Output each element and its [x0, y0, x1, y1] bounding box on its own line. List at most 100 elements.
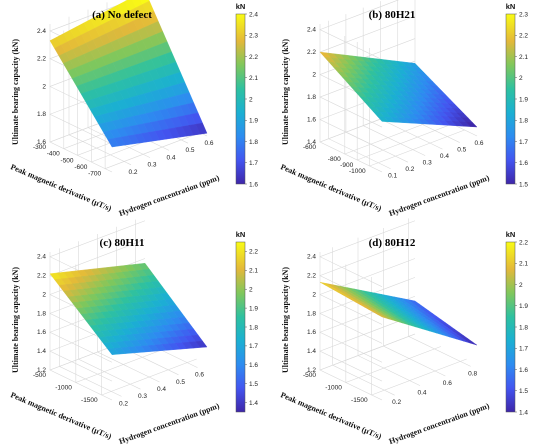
chart-title: (d) 80H12 [369, 237, 416, 249]
x-axis-label: Hydrogen concentration (ppm) [118, 401, 221, 446]
ticks: 0.2 0.3 0.4 0.5 0.6 -500 -1000 -1500 1.2 1.4 1.6 1.… [33, 254, 204, 408]
x-tick-label: 0.4 [417, 390, 426, 397]
x-tick-label: 0.5 [176, 379, 185, 386]
colorbar-tick-label: 1.6 [519, 367, 528, 374]
z-tick-label: 1.2 [37, 367, 46, 374]
colorbar-tick-label: 2.1 [519, 261, 528, 268]
colorbar-tick-label: 2.1 [249, 75, 258, 82]
y-tick-label: -400 [47, 151, 60, 158]
y-tick-label: -1000 [349, 168, 366, 175]
z-tick-label: 1.4 [307, 348, 316, 355]
surface-patch [465, 339, 478, 346]
colorbar-tick-label: 1.7 [249, 343, 258, 350]
colorbar-tick-label: 1.6 [519, 160, 528, 167]
colorbar-tick-label: 1.8 [249, 324, 258, 331]
colorbar-tick-label: 1.5 [249, 381, 258, 388]
colorbar-unit: kN [506, 2, 516, 11]
z-tick-label: 2 [42, 291, 46, 298]
z-axis-label: Ultimate bearing capacity (kN) [11, 267, 20, 373]
colorbar-unit: kN [236, 230, 246, 239]
colorbar-tick-label: 2.3 [519, 11, 528, 18]
chart-title: (a) No defect [92, 9, 152, 21]
x-tick-label: 0.1 [388, 173, 397, 180]
z-tick-label: 1.6 [37, 139, 46, 146]
colorbar-tick-label: 1.7 [519, 346, 528, 353]
y-tick-label: -800 [328, 156, 341, 163]
y-tick-label: -500 [61, 157, 74, 164]
z-tick-label: 1.6 [307, 329, 316, 336]
colorbar-tick-label: 2.2 [249, 249, 258, 256]
x-tick-label: 0.6 [195, 372, 204, 379]
z-tick-label: 1.2 [307, 367, 316, 374]
y-tick-label: -1500 [81, 397, 98, 404]
x-tick-label: 0.6 [204, 140, 213, 147]
y-axis-label: Peak magnetic derivative (μT/s) [279, 162, 383, 213]
colorbar-tick-label: 1.7 [519, 139, 528, 146]
panel-2: 0.1 0.2 0.3 0.4 0.5 0.6 -600 -800-900-1000 1.4 1.… [279, 0, 528, 218]
z-tick-label: 2.4 [307, 254, 316, 261]
colorbar-tick-label: 1.6 [249, 181, 258, 188]
surface [49, 262, 208, 355]
colorbar-tick-label: 1.9 [249, 118, 258, 125]
z-tick-label: 2 [312, 291, 316, 298]
z-tick-label: 1.4 [307, 139, 316, 146]
colorbar-unit: kN [506, 230, 516, 239]
x-tick-label: 0.4 [440, 153, 449, 160]
ticks: 0.2 0.4 0.6 0.8 -500 -1000 -1500 1.2 1.4 1.6 1.8 2 2… [303, 254, 478, 406]
colorbar-tick-label: 2 [519, 282, 523, 289]
x-tick-label: 0.2 [405, 166, 414, 173]
x-tick-label: 0.3 [138, 393, 147, 400]
z-tick-label: 2.4 [307, 27, 316, 34]
z-axis-label: Ultimate bearing capacity (kN) [11, 39, 20, 145]
colorbar-tick-label: 1.5 [519, 181, 528, 188]
colorbar-tick-label: 2.2 [519, 239, 528, 246]
x-tick-label: 0.2 [392, 399, 401, 406]
z-tick-label: 1.6 [37, 329, 46, 336]
y-tick-label: -1000 [55, 385, 72, 392]
surface-patch [195, 122, 208, 135]
z-tick-label: 2.4 [37, 28, 46, 35]
z-tick-label: 2.2 [37, 273, 46, 280]
z-tick-label: 1.6 [307, 117, 316, 124]
colorbar-tick-label: 2.4 [249, 11, 258, 18]
surface-patch [465, 121, 478, 128]
colorbar-tick-label: 1.8 [519, 324, 528, 331]
colorbar: kN 1.4 1.5 1.6 1.7 1.8 1.9 2 2.1 2.2 [236, 230, 258, 413]
x-tick-label: 0.3 [423, 160, 432, 167]
colorbar-tick-label: 1.9 [519, 303, 528, 310]
x-tick-label: 0.6 [443, 380, 452, 387]
y-tick-label: -600 [303, 144, 316, 151]
y-tick-label: -1500 [351, 397, 368, 404]
colorbar-tick-label: 1.8 [249, 139, 258, 146]
z-axis-label: Ultimate bearing capacity (kN) [281, 267, 290, 373]
surface-patch [195, 340, 208, 348]
surface [319, 282, 478, 346]
surface [319, 51, 478, 128]
colorbar-unit: kN [236, 2, 246, 11]
colorbar-tick-label: 1.9 [519, 96, 528, 103]
z-tick-label: 2.4 [37, 254, 46, 261]
colorbar: kN 1.6 1.7 1.8 1.9 2 2.1 2.2 2.3 2.4 [236, 2, 259, 188]
panel-4: 0.2 0.4 0.6 0.8 -500 -1000 -1500 1.2 1.4 1.6 1.8 2 2… [279, 218, 528, 446]
colorbar-tick-label: 2.2 [249, 54, 258, 61]
colorbar-tick-label: 2 [519, 75, 523, 82]
z-tick-label: 1.8 [307, 94, 316, 101]
x-tick-label: 0.5 [185, 147, 194, 154]
chart-title: (b) 80H21 [369, 9, 416, 21]
y-tick-label: -700 [88, 171, 101, 178]
x-axis-label: Hydrogen concentration (ppm) [388, 173, 491, 218]
colorbar-tick-label: 2.1 [249, 268, 258, 275]
x-axis-label: Hydrogen concentration (ppm) [388, 401, 491, 446]
x-tick-label: 0.6 [474, 140, 483, 147]
colorbar-tick-label: 1.6 [249, 362, 258, 369]
x-tick-label: 0.5 [457, 147, 466, 154]
ticks: 0.2 0.3 0.4 0.5 0.6 -300-400-500-600-700 1.6 1.… [33, 28, 214, 178]
colorbar: kN 1.5 1.6 1.7 1.8 1.9 2 2.1 2.2 2.3 [506, 2, 529, 188]
y-tick-label: -1000 [325, 385, 342, 392]
colorbar-tick-label: 1.4 [249, 400, 258, 407]
z-tick-label: 2.2 [37, 56, 46, 63]
colorbar-tick-label: 2.2 [519, 33, 528, 40]
y-tick-label: -300 [33, 144, 46, 151]
colorbar-tick-label: 1.5 [519, 388, 528, 395]
